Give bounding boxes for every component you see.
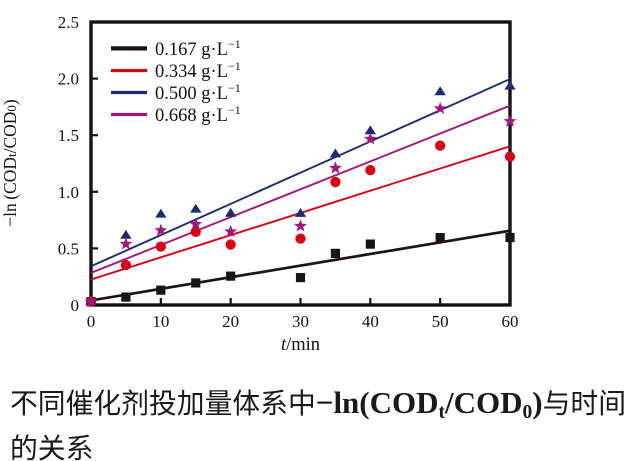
svg-text:30: 30: [292, 312, 309, 331]
svg-text:0.668 g·L−1: 0.668 g·L−1: [155, 103, 241, 126]
svg-text:10: 10: [152, 312, 169, 331]
svg-text:0.5: 0.5: [58, 239, 79, 258]
svg-text:0.334 g·L−1: 0.334 g·L−1: [155, 59, 241, 82]
svg-text:0: 0: [87, 312, 96, 331]
svg-text:0.167 g·L−1: 0.167 g·L−1: [155, 37, 241, 60]
svg-text:0.500 g·L−1: 0.500 g·L−1: [155, 81, 241, 104]
svg-text:60: 60: [502, 312, 519, 331]
svg-text:2.5: 2.5: [58, 13, 79, 32]
svg-text:40: 40: [362, 312, 379, 331]
svg-text:20: 20: [222, 312, 239, 331]
svg-text:1.5: 1.5: [58, 126, 79, 145]
svg-text:2.0: 2.0: [58, 70, 79, 89]
svg-text:t/min: t/min: [281, 335, 320, 355]
svg-text:1.0: 1.0: [58, 183, 79, 202]
svg-text:0: 0: [71, 296, 80, 315]
svg-text:50: 50: [432, 312, 449, 331]
